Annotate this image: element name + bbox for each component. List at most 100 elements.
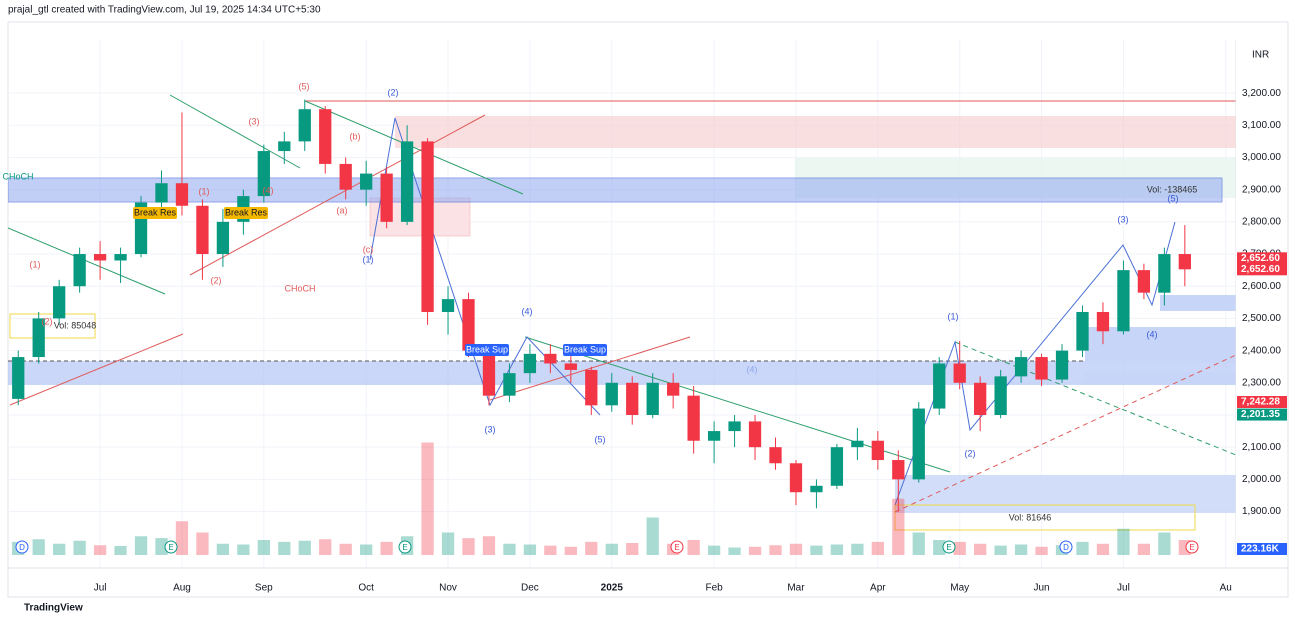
volume-bar bbox=[1137, 543, 1151, 555]
volume-bar bbox=[1117, 528, 1130, 555]
candle-body bbox=[462, 299, 475, 351]
x-tick-label: Mar bbox=[787, 583, 805, 594]
candle-body bbox=[667, 382, 680, 396]
event-label: D bbox=[1063, 543, 1069, 552]
candle-body bbox=[1117, 270, 1130, 332]
volume-bar bbox=[687, 540, 700, 555]
candle-body bbox=[278, 141, 291, 152]
volume-bar bbox=[605, 543, 618, 555]
candle-body bbox=[605, 382, 618, 406]
order-block bbox=[895, 475, 1236, 513]
annotation: (2) bbox=[42, 316, 53, 326]
volume-bar bbox=[360, 544, 373, 555]
candles bbox=[12, 99, 1191, 555]
y-tick-label: 2,500.00 bbox=[1242, 313, 1281, 324]
y-tick-label: 3,200.00 bbox=[1242, 88, 1281, 99]
annotation: (4) bbox=[263, 185, 274, 195]
candle-body bbox=[216, 221, 230, 255]
candle-body bbox=[196, 205, 209, 255]
annotation: Vol: 81646 bbox=[1009, 512, 1052, 522]
x-tick-label: Sep bbox=[255, 583, 273, 594]
event-label: E bbox=[168, 543, 173, 552]
annotation: CHoCH bbox=[284, 283, 315, 293]
candle-body bbox=[974, 382, 987, 415]
candle-body bbox=[114, 254, 127, 261]
volume-bar bbox=[544, 545, 557, 555]
volume-bar bbox=[626, 543, 639, 555]
volume-bar bbox=[1158, 532, 1171, 555]
y-tick-label: 3,100.00 bbox=[1242, 120, 1281, 131]
volume-tag-label: 223.16K bbox=[1241, 544, 1280, 555]
event-label: D bbox=[19, 543, 25, 552]
volume-bar bbox=[585, 541, 598, 555]
volume-bar bbox=[748, 546, 762, 555]
candle-body bbox=[175, 183, 189, 206]
candle-body bbox=[12, 357, 25, 399]
indicator-tag-label: 7,242.28 bbox=[1241, 397, 1280, 408]
volume-bar bbox=[319, 539, 332, 555]
candle-body bbox=[1137, 270, 1151, 293]
trend-line bbox=[304, 100, 524, 195]
price-tag bbox=[1237, 252, 1287, 265]
volume-bar bbox=[503, 543, 516, 555]
volume-bar bbox=[994, 545, 1007, 555]
volume-bar bbox=[892, 498, 905, 555]
candle-body bbox=[871, 440, 884, 461]
volume-bar bbox=[974, 543, 987, 555]
y-tick-label: 2,300.00 bbox=[1242, 377, 1281, 388]
trend-line bbox=[169, 94, 301, 169]
volume-bar bbox=[93, 545, 107, 555]
volume-bar bbox=[482, 536, 496, 555]
annotation: (a) bbox=[337, 205, 348, 215]
volume-bar bbox=[421, 442, 434, 555]
x-tick-label: Oct bbox=[358, 583, 374, 594]
volume-bar bbox=[769, 545, 782, 555]
candle-body bbox=[789, 463, 803, 493]
volume-bar bbox=[73, 540, 86, 555]
trend-line bbox=[189, 114, 486, 276]
candle-body bbox=[1055, 350, 1069, 380]
event-label: E bbox=[402, 543, 407, 552]
candle-body bbox=[646, 382, 659, 415]
footer: TradingView bbox=[24, 603, 83, 614]
label-box bbox=[563, 344, 607, 356]
y-tick-label: 2,900.00 bbox=[1242, 184, 1281, 195]
annotation: (5) bbox=[1168, 193, 1179, 203]
order-block bbox=[1160, 295, 1236, 311]
event-marker bbox=[164, 540, 178, 554]
annotation: (2) bbox=[388, 87, 399, 97]
candle-body bbox=[626, 382, 639, 415]
candle-body bbox=[994, 376, 1007, 415]
annotation: (c) bbox=[363, 244, 374, 254]
event-label: E bbox=[674, 543, 679, 552]
volume-bar bbox=[462, 538, 475, 555]
candle-body bbox=[544, 353, 557, 364]
candle-body bbox=[1096, 311, 1110, 332]
price-tag-label: 2,652.60 bbox=[1241, 253, 1280, 264]
candle-body bbox=[707, 431, 721, 441]
volume-bar bbox=[810, 545, 823, 555]
y-tick-label: 3,000.00 bbox=[1242, 152, 1281, 163]
candle-body bbox=[810, 485, 823, 493]
candle-body bbox=[1178, 254, 1191, 270]
volume-bar bbox=[1096, 543, 1110, 555]
candle-body bbox=[93, 254, 107, 261]
volume-bar bbox=[175, 521, 189, 555]
annotation: Vol: -138465 bbox=[1147, 184, 1198, 194]
price-tag bbox=[1237, 408, 1287, 421]
candle-body bbox=[1158, 254, 1171, 293]
candle-body bbox=[380, 173, 393, 222]
candle-body bbox=[53, 286, 66, 319]
candle-body bbox=[687, 395, 700, 441]
annotation: (1) bbox=[948, 311, 959, 321]
candle-body bbox=[298, 109, 311, 142]
label-box bbox=[133, 207, 177, 219]
volume-bar bbox=[728, 547, 741, 555]
candle-body bbox=[912, 408, 925, 480]
order-block bbox=[8, 177, 1223, 203]
volume-box bbox=[894, 504, 1196, 531]
x-tick-label: Jul bbox=[94, 583, 107, 594]
candle-body bbox=[73, 254, 86, 287]
